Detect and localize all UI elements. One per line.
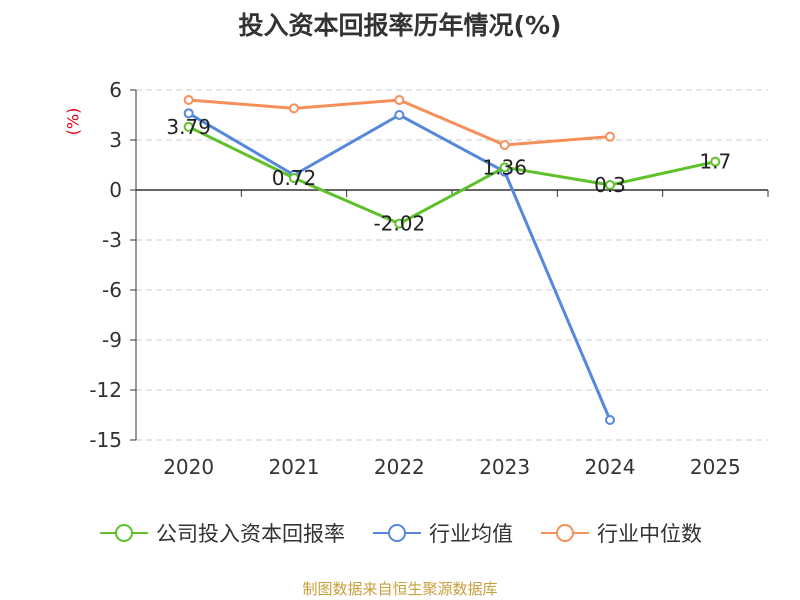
data-label: 0.3 <box>594 173 626 197</box>
data-point <box>289 173 299 183</box>
y-tick-label: -15 <box>89 428 122 452</box>
y-tick-label: 0 <box>109 178 122 202</box>
data-point <box>183 121 194 132</box>
y-tick-label: -9 <box>102 328 122 352</box>
data-point <box>710 156 721 167</box>
x-tick-label: 2021 <box>269 455 320 479</box>
data-point <box>605 180 615 190</box>
data-label: 1.7 <box>699 150 731 174</box>
data-point <box>289 103 299 114</box>
y-tick-label: -6 <box>102 278 122 302</box>
legend-label: 行业中位数 <box>597 522 702 546</box>
chart-title: 投入资本回报率历年情况(%) <box>238 11 562 40</box>
line-chart: 6 3 0 -3 -6 -9 -12 -15 2020 2021 2022 2023 2024 2025 3… <box>89 78 769 479</box>
data-point <box>605 131 615 142</box>
legend-line-marker-icon <box>373 524 421 542</box>
data-point <box>499 140 510 150</box>
series-line <box>187 112 612 421</box>
legend-line-marker-icon <box>100 524 148 542</box>
x-tick-label: 2020 <box>163 455 214 479</box>
x-tick-label: 2022 <box>374 455 425 479</box>
legend-label: 公司投入资本回报率 <box>156 522 345 546</box>
x-tick-label: 2025 <box>690 455 741 479</box>
chart-legend: 公司投入资本回报率 行业均值 行业中位数 <box>0 518 800 548</box>
x-tick-label: 2024 <box>585 455 636 479</box>
legend-item-industry-average[interactable]: 行业均值 <box>371 518 513 548</box>
data-point <box>183 108 194 119</box>
y-tick-label: -12 <box>89 378 122 402</box>
series-line <box>188 125 716 226</box>
data-label: 1.36 <box>482 155 527 179</box>
series-line <box>188 98 611 147</box>
y-tick-label: 6 <box>109 78 122 102</box>
data-point <box>394 110 405 120</box>
x-tick-label: 2023 <box>479 455 530 479</box>
y-tick-label: -3 <box>102 228 122 252</box>
data-point <box>605 415 615 425</box>
legend-item-company[interactable]: 公司投入资本回报率 <box>98 518 345 548</box>
legend-label: 行业均值 <box>429 522 513 546</box>
data-label: 0.72 <box>272 166 317 190</box>
data-point <box>183 95 194 105</box>
data-label: 3.79 <box>166 115 211 139</box>
data-label: -2.02 <box>373 212 425 236</box>
data-point <box>499 162 510 173</box>
data-source-note: 制图数据来自恒生聚源数据库 <box>302 580 498 598</box>
data-point <box>394 218 405 229</box>
data-point <box>394 95 405 105</box>
legend-item-industry-median[interactable]: 行业中位数 <box>539 518 702 548</box>
legend-line-marker-icon <box>541 524 589 542</box>
y-tick-label: 3 <box>109 128 122 152</box>
